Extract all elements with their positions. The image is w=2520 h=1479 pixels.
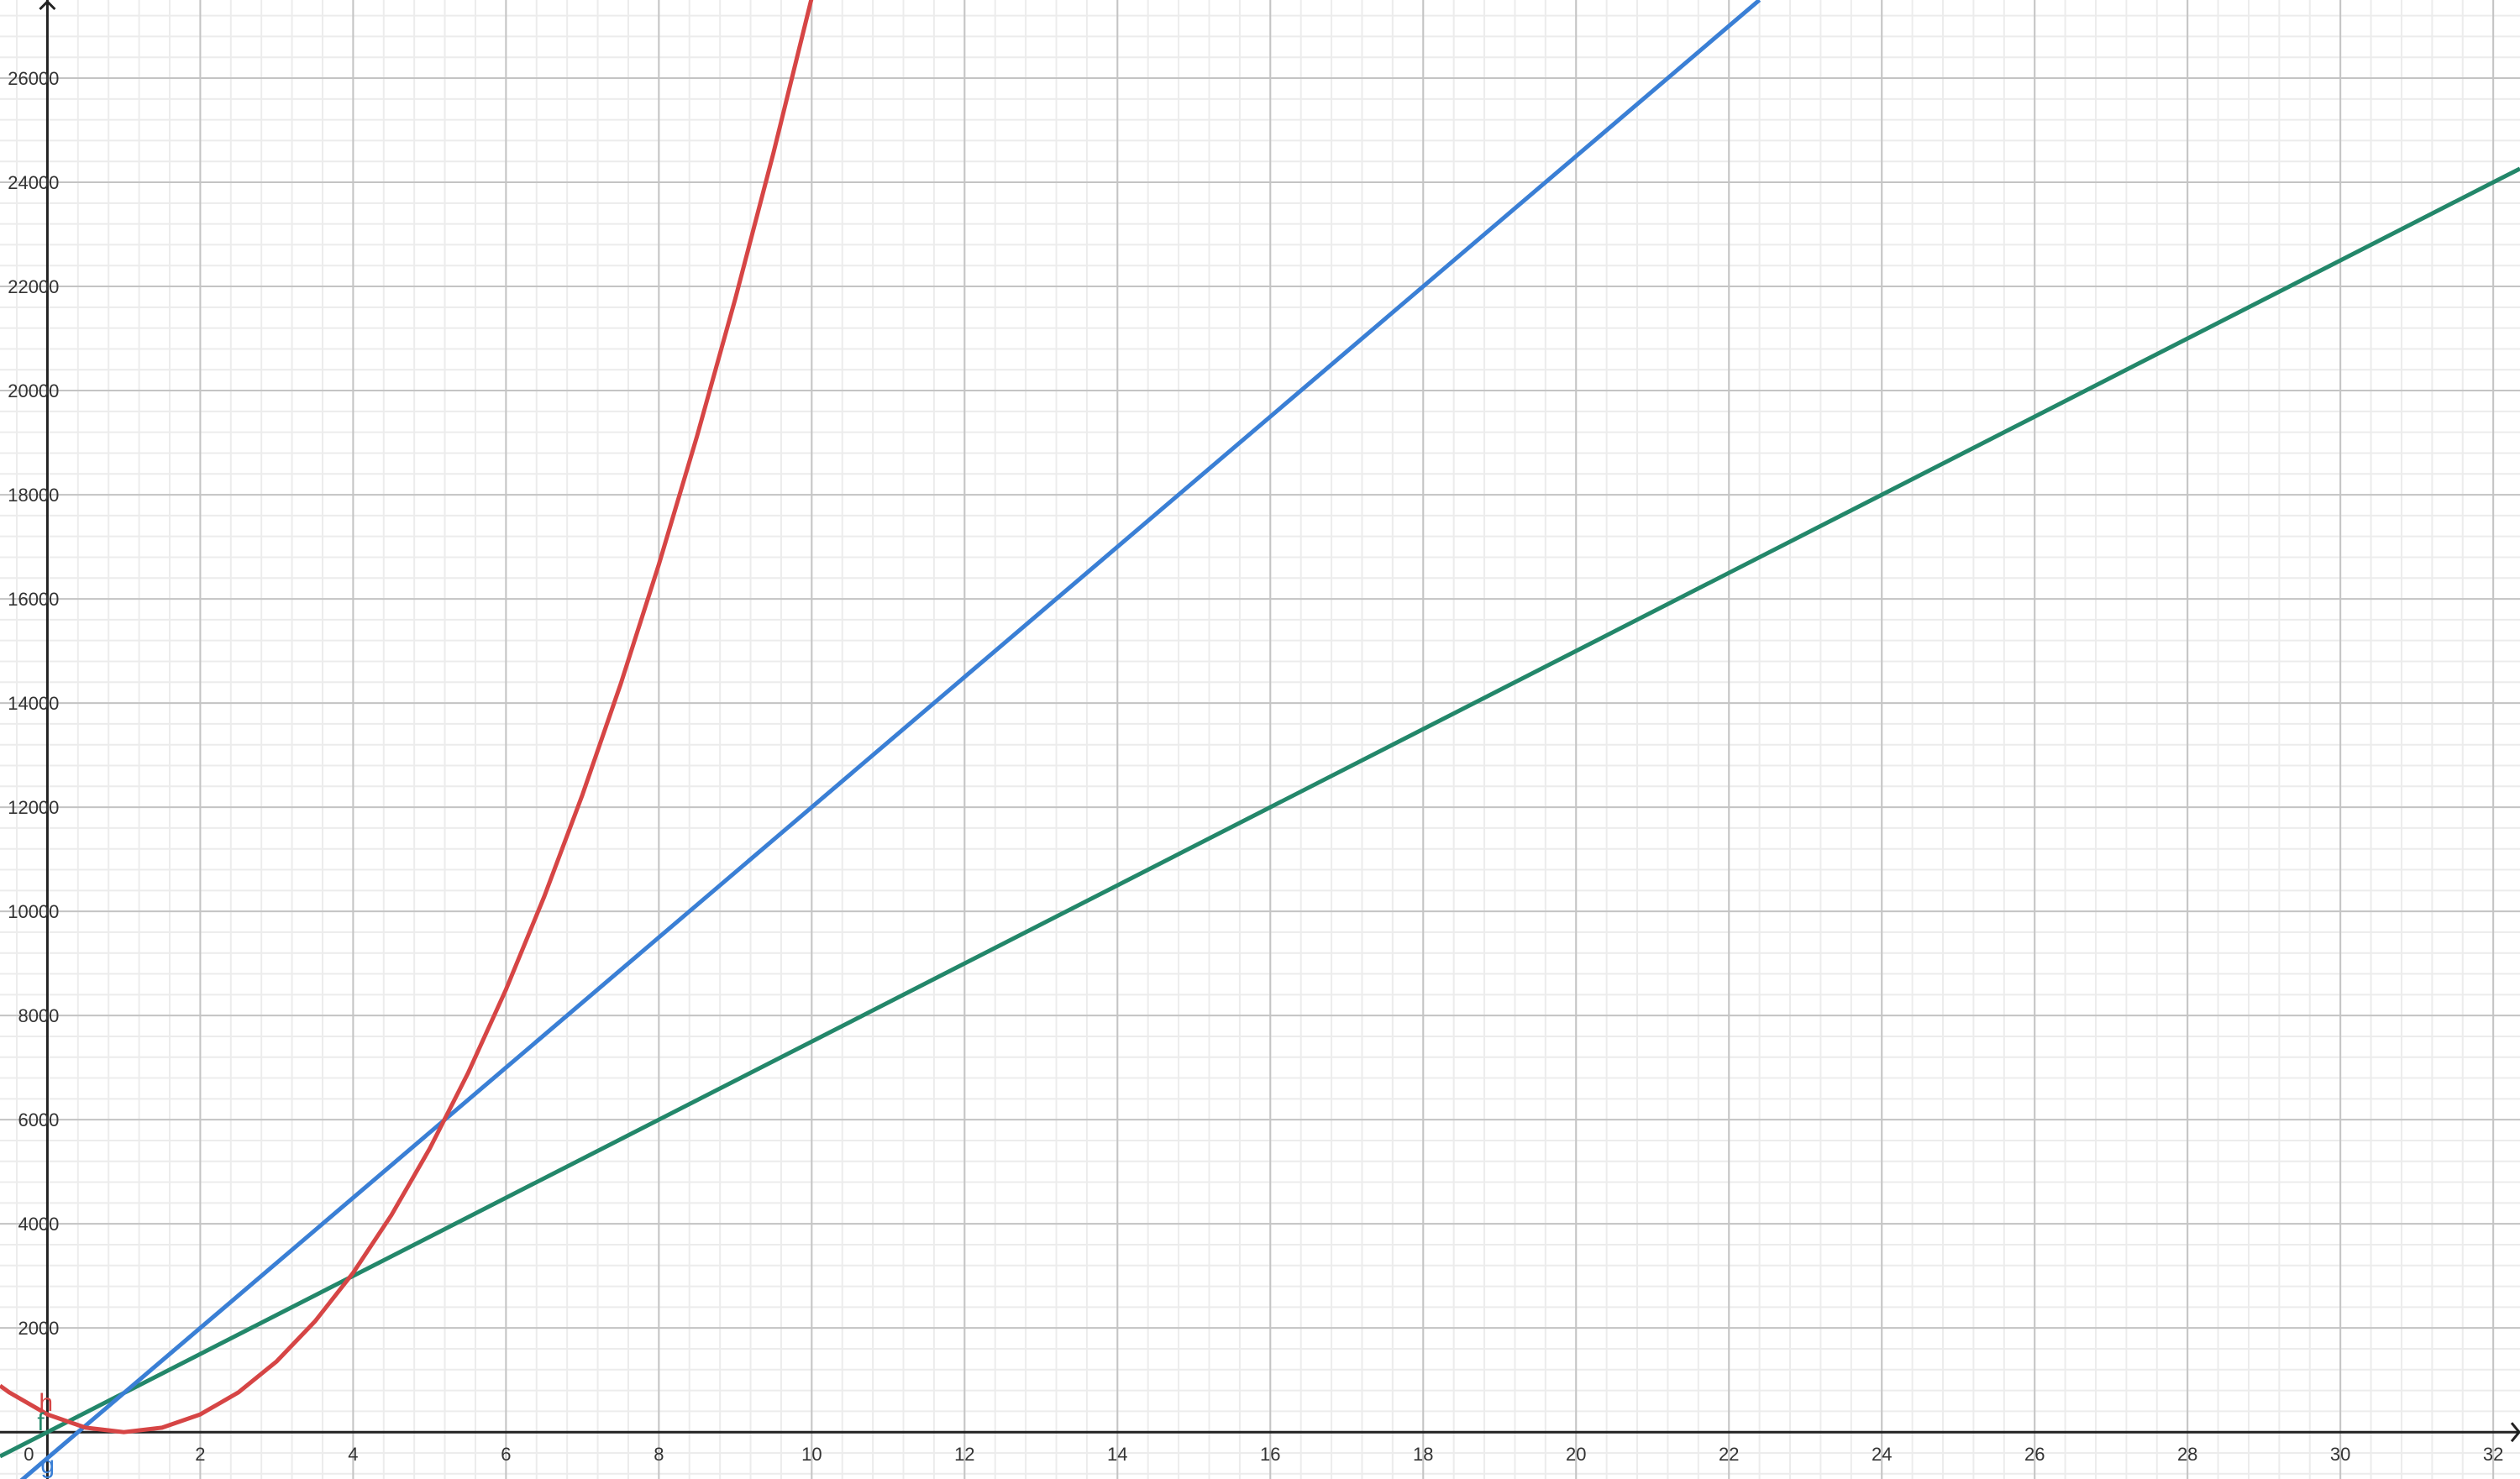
y-tick-label: 12000 bbox=[8, 797, 59, 818]
x-tick-label: 8 bbox=[654, 1444, 664, 1465]
x-tick-label: 12 bbox=[954, 1444, 974, 1465]
series-f-label: f bbox=[37, 1408, 45, 1436]
x-tick-label: 24 bbox=[1872, 1444, 1892, 1465]
x-tick-label: 22 bbox=[1719, 1444, 1739, 1465]
function-labels: fg h bbox=[37, 1389, 55, 1479]
y-tick-label: 18000 bbox=[8, 485, 59, 506]
y-tick-label: 14000 bbox=[8, 693, 59, 714]
x-tick-label: 30 bbox=[2330, 1444, 2350, 1465]
x-tick-label: 16 bbox=[1260, 1444, 1280, 1465]
y-tick-label: 10000 bbox=[8, 901, 59, 922]
series-f-curve[interactable] bbox=[0, 166, 2520, 1459]
x-tick-label: 32 bbox=[2483, 1444, 2503, 1465]
x-tick-label: 4 bbox=[348, 1444, 358, 1465]
y-tick-labels: 2000 4000 6000 8000 10000 12000 14000 16000 1800… bbox=[8, 68, 59, 1339]
x-tick-label: 28 bbox=[2177, 1444, 2197, 1465]
y-tick-label: 22000 bbox=[8, 276, 59, 297]
y-tick-label: 4000 bbox=[18, 1214, 59, 1235]
y-tick-label: 8000 bbox=[18, 1005, 59, 1026]
y-tick-label: 16000 bbox=[8, 589, 59, 610]
y-axis-arrow-icon bbox=[39, 0, 56, 11]
x-axis-arrow-icon bbox=[2510, 1422, 2520, 1443]
x-tick-label: 6 bbox=[501, 1444, 511, 1465]
x-tick-label: 18 bbox=[1413, 1444, 1433, 1465]
x-tick-label: 26 bbox=[2024, 1444, 2045, 1465]
x-tick-label: 2 bbox=[195, 1444, 205, 1465]
x-tick-label: 10 bbox=[801, 1444, 822, 1465]
x-tick-labels: 0 2 4 6 8 10 12 14 16 18 20 22 24 26 28 30 32 bbox=[24, 1444, 2503, 1465]
y-tick-label: 6000 bbox=[18, 1109, 59, 1130]
series-h-label: h bbox=[39, 1389, 53, 1417]
x-tick-label: 14 bbox=[1107, 1444, 1127, 1465]
x-tick-label: 0 bbox=[24, 1444, 34, 1465]
series-h-curve[interactable] bbox=[0, 0, 814, 1434]
x-tick-label: 20 bbox=[1566, 1444, 1586, 1465]
y-tick-label: 26000 bbox=[8, 68, 59, 89]
y-tick-label: 24000 bbox=[8, 172, 59, 193]
y-tick-label: 2000 bbox=[18, 1318, 59, 1339]
y-tick-label: 20000 bbox=[8, 380, 59, 401]
series-g-label: g bbox=[40, 1451, 55, 1479]
series-g-curve[interactable] bbox=[0, 0, 1761, 1479]
